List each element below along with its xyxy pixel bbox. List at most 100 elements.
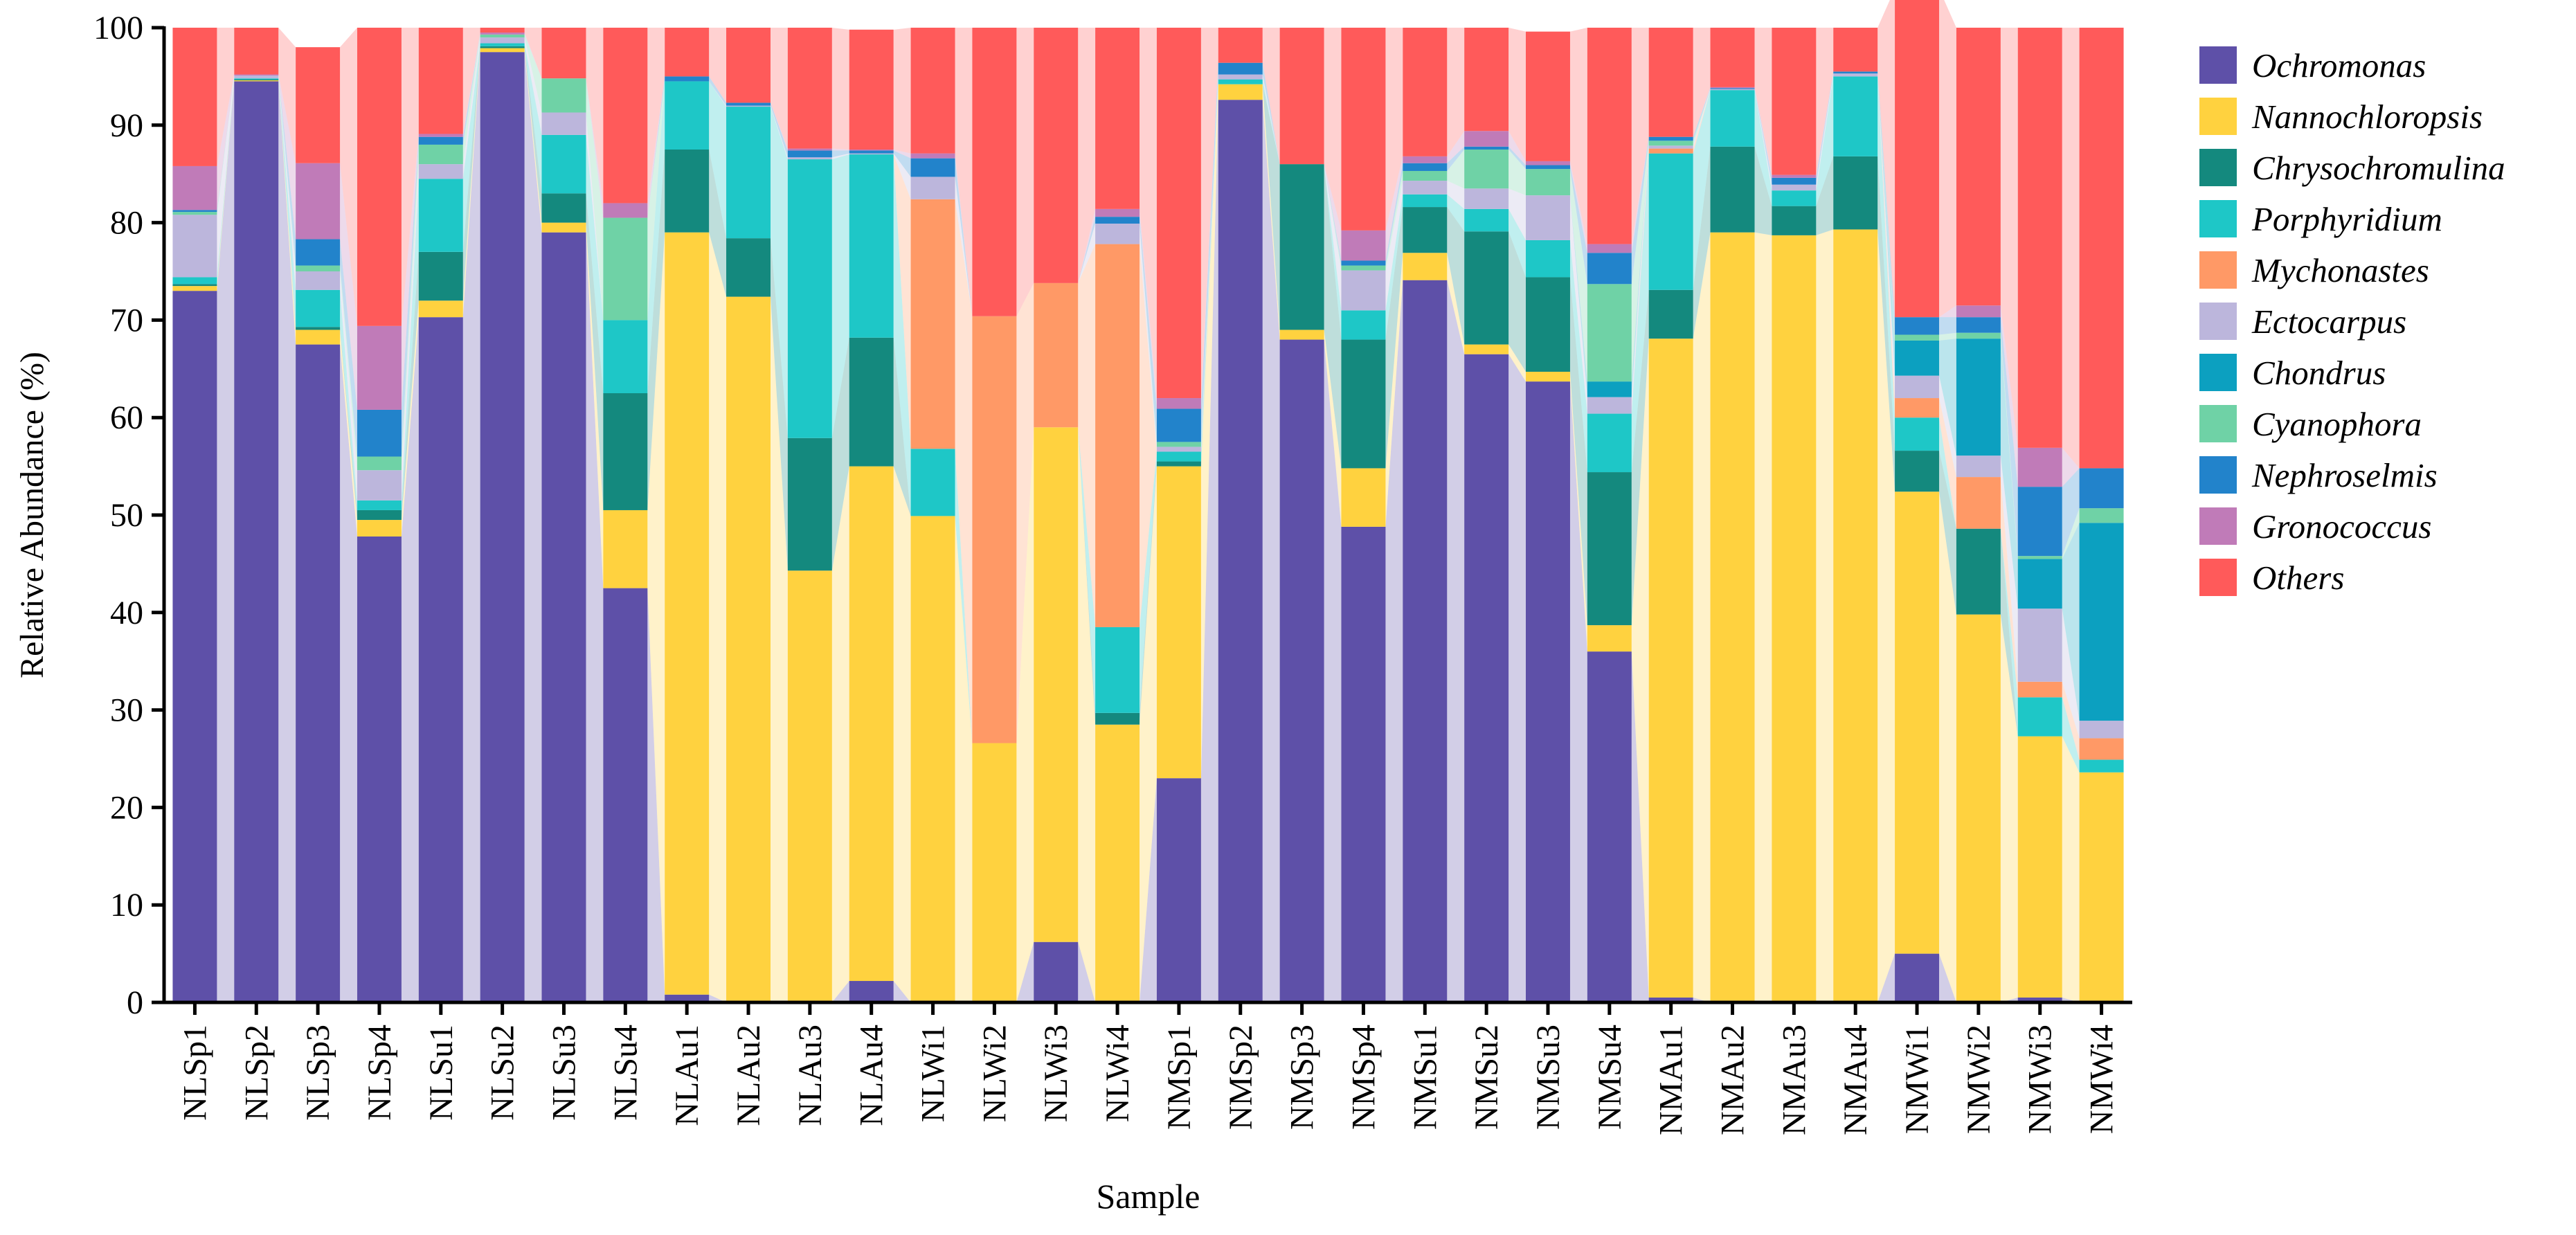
x-tick-label: NLWi1 xyxy=(915,1025,952,1122)
connector-band xyxy=(2000,305,2018,487)
bar-segment xyxy=(1772,190,1817,206)
connector-band xyxy=(1569,372,1587,652)
bar-segment xyxy=(418,317,463,1002)
connector-band xyxy=(1693,88,1711,141)
bar-segment xyxy=(1218,62,1263,75)
bar-segment xyxy=(1587,284,1632,382)
bar-segment xyxy=(480,43,525,46)
connector-band xyxy=(770,105,788,160)
bar-segment xyxy=(296,344,341,1003)
bar-segment xyxy=(1648,153,1693,290)
bar-segment xyxy=(1341,260,1386,266)
bar-segment xyxy=(418,179,463,252)
bar-segment xyxy=(541,78,586,113)
bar-segment xyxy=(726,238,771,297)
connector-band xyxy=(893,28,911,154)
bar-segment xyxy=(1895,0,1940,318)
bar-segment xyxy=(603,203,648,218)
legend-swatch xyxy=(2199,98,2237,135)
bar-segment xyxy=(541,193,586,223)
connector-band xyxy=(278,74,296,240)
bar-segment xyxy=(1587,625,1632,652)
connector-band xyxy=(278,75,296,290)
connector-band xyxy=(2062,28,2080,469)
x-tick-label: NMSu4 xyxy=(1592,1025,1628,1130)
y-tick-label: 50 xyxy=(110,497,143,534)
bar-segment xyxy=(2017,556,2062,559)
connector-band xyxy=(524,34,542,79)
connector-band xyxy=(770,238,788,571)
connector-band xyxy=(1262,84,1280,340)
connector-band xyxy=(401,134,419,410)
bar-segment xyxy=(1403,194,1448,208)
bar-segment xyxy=(849,466,894,982)
connector-band xyxy=(1262,28,1280,165)
bar-segment xyxy=(1156,447,1201,452)
bar-segment xyxy=(234,28,279,75)
x-tick-label: NMSp1 xyxy=(1161,1025,1198,1130)
bar-segment xyxy=(1279,28,1324,165)
bar-segment xyxy=(1156,461,1201,467)
legend-label: Ectocarpus xyxy=(2251,303,2406,341)
bar-segment xyxy=(357,520,402,537)
y-tick-label: 0 xyxy=(127,984,143,1021)
bar-segment xyxy=(1895,417,1940,451)
bar-segment xyxy=(726,28,771,103)
connector-band xyxy=(955,199,973,743)
bar-segment xyxy=(1526,161,1570,165)
connector-band xyxy=(1447,253,1465,354)
bar-segment xyxy=(726,107,771,239)
bar-segment xyxy=(418,136,463,145)
bar-segment xyxy=(1956,317,2001,333)
connector-band xyxy=(1631,289,1649,626)
connector-band xyxy=(586,28,604,204)
connector-band xyxy=(2000,339,2018,609)
bar-segment xyxy=(1464,354,1509,1002)
connector-band xyxy=(1816,156,1834,235)
bar-segment xyxy=(1464,146,1509,150)
bar-segment xyxy=(2079,772,2124,1002)
x-tick-label: NLSp2 xyxy=(238,1025,275,1121)
connector-band xyxy=(1200,62,1218,442)
connector-band xyxy=(1569,28,1587,244)
bar-segment xyxy=(1218,74,1263,80)
connector-band xyxy=(893,154,911,516)
bar-segment xyxy=(1956,614,2001,1002)
bar-segment xyxy=(1895,334,1940,341)
bar-segment xyxy=(296,265,341,271)
connector-band xyxy=(955,177,973,316)
bar-segment xyxy=(1526,195,1570,240)
connector-band xyxy=(1939,332,1956,341)
bar-segment xyxy=(1218,100,1263,1002)
x-tick-label: NMSp3 xyxy=(1284,1025,1321,1130)
bar-segment xyxy=(1956,339,2001,456)
legend: Ochromonas Nannochloropsis Chrysochromulin… xyxy=(2199,46,2505,597)
connector-band xyxy=(1877,73,1895,376)
x-tick-label: NLSu1 xyxy=(423,1025,460,1121)
connector-band xyxy=(1631,339,1649,998)
bar-segment xyxy=(234,78,279,80)
connector-band xyxy=(278,78,296,327)
bar-segment xyxy=(910,158,955,177)
connector-band xyxy=(1754,28,1772,175)
bar-segment xyxy=(418,164,463,179)
bar-segment xyxy=(2017,681,2062,698)
bar-segment xyxy=(480,52,525,1003)
bar-segment xyxy=(480,48,525,53)
bar-segment xyxy=(1403,156,1448,163)
bar-segment xyxy=(1218,84,1263,100)
bar-segment xyxy=(1648,289,1693,339)
connector-band xyxy=(831,337,849,571)
bar-segment xyxy=(2017,997,2062,1002)
bar-segment xyxy=(1587,397,1632,414)
connector-band xyxy=(524,37,542,135)
connector-band xyxy=(955,28,973,316)
legend-swatch xyxy=(2199,251,2237,289)
bar-segment xyxy=(480,28,525,33)
connector-band xyxy=(1939,305,1956,318)
bar-segment xyxy=(2079,468,2124,509)
connector-band xyxy=(1631,651,1649,1002)
connector-band xyxy=(1693,28,1711,137)
bar-segment xyxy=(1833,28,1878,72)
bar-segment xyxy=(1095,208,1140,217)
